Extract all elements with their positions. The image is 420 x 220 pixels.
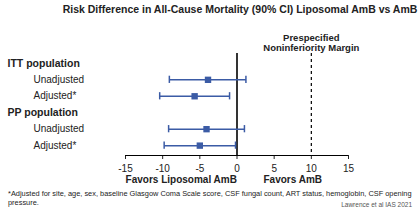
svg-text:Unadjusted: Unadjusted	[34, 123, 85, 134]
svg-text:10: 10	[306, 163, 318, 174]
svg-text:PrespecifiedNoninferiority Mar: PrespecifiedNoninferiority Margin	[263, 32, 359, 53]
svg-text:Adjusted*: Adjusted*	[34, 140, 77, 151]
svg-text:PP population: PP population	[8, 106, 78, 118]
svg-text:ITT population: ITT population	[8, 57, 80, 69]
svg-text:-15: -15	[118, 163, 133, 174]
svg-text:0: 0	[234, 163, 240, 174]
html-text:*Adjusted for site, age, sex,: *Adjusted for site, age, sex, baseline G…	[8, 189, 412, 207]
html-text:Lawrence et al IAS 2021: Lawrence et al IAS 2021	[341, 201, 412, 208]
svg-text:5: 5	[271, 163, 277, 174]
svg-text:15: 15	[343, 163, 355, 174]
svg-text:Favors AmB: Favors AmB	[263, 174, 322, 185]
svg-text:Unadjusted: Unadjusted	[34, 74, 85, 85]
svg-text:-5: -5	[195, 163, 204, 174]
html-text:Risk Difference in All-Cause M: Risk Difference in All-Cause Mortality (…	[62, 3, 418, 15]
svg-text:-10: -10	[155, 163, 170, 174]
svg-text:Favors Liposomal AmB: Favors Liposomal AmB	[126, 174, 237, 185]
svg-text:Adjusted*: Adjusted*	[34, 90, 77, 101]
